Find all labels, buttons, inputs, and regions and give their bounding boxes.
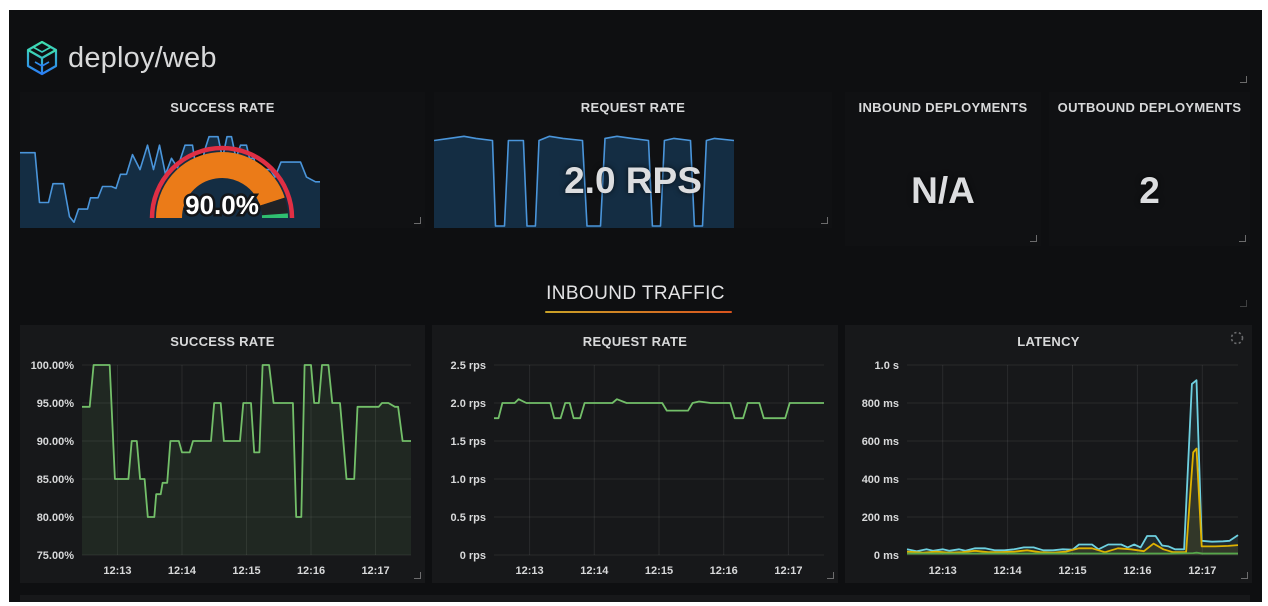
svg-text:12:17: 12:17 <box>774 565 802 577</box>
svg-text:12:17: 12:17 <box>1188 565 1216 577</box>
resize-handle-icon[interactable] <box>1239 235 1246 242</box>
panel-title[interactable]: INBOUND DEPLOYMENTS <box>858 100 1028 115</box>
panel-title[interactable]: SUCCESS RATE <box>170 100 275 115</box>
svg-text:12:16: 12:16 <box>1123 565 1151 577</box>
inbound-deployments-value: N/A <box>911 170 975 211</box>
resize-handle-icon[interactable] <box>414 217 421 224</box>
row-title-underline <box>545 311 732 313</box>
svg-text:0 rps: 0 rps <box>460 550 486 562</box>
svg-text:12:15: 12:15 <box>1058 565 1086 577</box>
panel-loading-spinner-icon <box>1230 331 1244 345</box>
svg-text:1.0 rps: 1.0 rps <box>451 474 486 486</box>
svg-text:12:15: 12:15 <box>645 565 673 577</box>
panel-inbound-deployments: INBOUND DEPLOYMENTS N/A <box>845 92 1041 246</box>
panel-inbound-latency-chart: LATENCY 1.0 s 800 ms 600 ms 400 ms 200 ms 0 m… <box>845 325 1252 583</box>
panel-outbound-deployments: OUTBOUND DEPLOYMENTS 2 <box>1049 92 1250 246</box>
svg-text:90.0%: 90.0% <box>185 190 259 220</box>
svg-text:400 ms: 400 ms <box>862 474 899 486</box>
request-rate-sparkline[interactable] <box>434 128 734 228</box>
request-rate-chart[interactable]: 2.5 rps 2.0 rps 1.5 rps 1.0 rps 0.5 rps 0 rps… <box>432 353 838 583</box>
svg-text:12:13: 12:13 <box>929 565 957 577</box>
svg-text:2.0 rps: 2.0 rps <box>451 398 486 410</box>
deploy-cube-logo-icon <box>26 40 58 76</box>
svg-text:0.5 rps: 0.5 rps <box>451 512 486 524</box>
resize-handle-icon[interactable] <box>821 217 828 224</box>
svg-text:12:17: 12:17 <box>361 565 389 577</box>
resize-handle-icon[interactable] <box>1240 300 1247 307</box>
svg-text:90.00%: 90.00% <box>37 436 75 448</box>
resize-handle-icon[interactable] <box>1240 76 1247 83</box>
panel-title[interactable]: SUCCESS RATE <box>170 334 275 349</box>
svg-text:12:15: 12:15 <box>232 565 260 577</box>
success-rate-chart[interactable]: 100.00% 95.00% 90.00% 85.00% 80.00% 75.00% 12:… <box>20 353 425 583</box>
resize-handle-icon[interactable] <box>414 572 421 579</box>
svg-text:12:16: 12:16 <box>710 565 738 577</box>
panel-title[interactable]: REQUEST RATE <box>582 334 688 349</box>
svg-text:100.00%: 100.00% <box>31 360 75 372</box>
request-rate-value: 2.0 RPS <box>564 160 702 201</box>
grafana-dashboard: deploy/web SUCCESS RATE 90.0% REQUEST RA… <box>9 10 1262 602</box>
panel-title[interactable]: REQUEST RATE <box>580 100 686 115</box>
svg-text:12:14: 12:14 <box>580 565 609 577</box>
resize-handle-icon[interactable] <box>1030 235 1037 242</box>
svg-text:85.00%: 85.00% <box>37 474 75 486</box>
panel-inbound-success-rate-chart: SUCCESS RATE 100.00% 95.00% 90.00% 85.00% 80… <box>20 325 425 583</box>
svg-text:75.00%: 75.00% <box>37 550 75 562</box>
latency-chart[interactable]: 1.0 s 800 ms 600 ms 400 ms 200 ms 0 ms 12:13 12… <box>845 353 1252 583</box>
svg-text:1.5 rps: 1.5 rps <box>451 436 486 448</box>
success-rate-gauge[interactable]: 90.0% <box>137 130 307 232</box>
panel-success-rate-stat: SUCCESS RATE 90.0% <box>20 92 425 228</box>
partial-panel-next-row <box>20 595 1250 602</box>
svg-text:800 ms: 800 ms <box>862 398 899 410</box>
svg-text:12:14: 12:14 <box>168 565 197 577</box>
resize-handle-icon[interactable] <box>827 572 834 579</box>
outbound-deployments-value: 2 <box>1139 170 1160 211</box>
svg-text:12:13: 12:13 <box>516 565 544 577</box>
svg-text:2.5 rps: 2.5 rps <box>451 360 486 372</box>
svg-text:1.0 s: 1.0 s <box>875 360 899 372</box>
panel-request-rate-stat: REQUEST RATE 2.0 RPS <box>434 92 832 228</box>
svg-text:12:14: 12:14 <box>994 565 1023 577</box>
dashboard-title: deploy/web <box>68 41 217 74</box>
svg-text:80.00%: 80.00% <box>37 512 75 524</box>
svg-text:12:16: 12:16 <box>297 565 325 577</box>
row-title-inbound-traffic[interactable]: INBOUND TRAFFIC <box>546 283 725 304</box>
svg-text:600 ms: 600 ms <box>862 436 899 448</box>
panel-inbound-request-rate-chart: REQUEST RATE 2.5 rps 2.0 rps 1.5 rps 1.0 rp… <box>432 325 838 583</box>
panel-title[interactable]: OUTBOUND DEPLOYMENTS <box>1057 100 1242 115</box>
dashboard-header: deploy/web <box>24 38 217 78</box>
svg-text:0 ms: 0 ms <box>874 550 899 562</box>
svg-text:12:13: 12:13 <box>103 565 131 577</box>
panel-title[interactable]: LATENCY <box>1017 334 1080 349</box>
svg-text:200 ms: 200 ms <box>862 512 899 524</box>
svg-text:95.00%: 95.00% <box>37 398 75 410</box>
resize-handle-icon[interactable] <box>1241 572 1248 579</box>
